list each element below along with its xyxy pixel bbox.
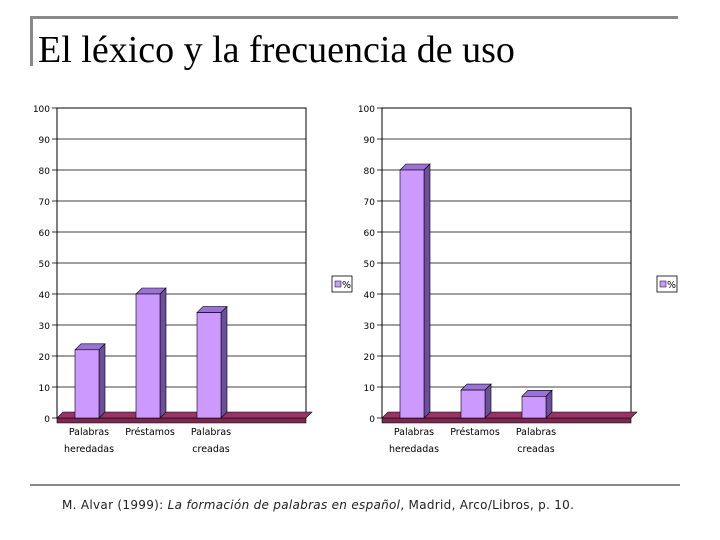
y-tick-label: 20	[39, 353, 51, 363]
y-tick-label: 0	[369, 415, 375, 425]
citation-prefix: M. Alvar (1999):	[62, 498, 168, 512]
bar	[460, 389, 486, 419]
y-tick-label: 30	[364, 322, 376, 332]
y-tick-label: 70	[364, 198, 376, 208]
y-tick-label: 70	[39, 198, 51, 208]
legend-swatch	[334, 280, 342, 288]
citation: M. Alvar (1999): La formación de palabra…	[62, 498, 574, 512]
bar	[135, 293, 161, 419]
bar-side-face	[484, 383, 492, 419]
category-label: creadas	[517, 444, 554, 455]
legend-swatch	[659, 280, 667, 288]
legend-box	[656, 275, 678, 293]
y-tick-label: 80	[39, 167, 51, 177]
footer-divider	[30, 484, 680, 486]
bar	[74, 349, 100, 419]
bar-side-face	[98, 343, 106, 419]
y-tick-label: 90	[39, 136, 51, 146]
y-tick-label: 10	[364, 384, 376, 394]
y-tick-label: 0	[44, 415, 50, 425]
y-tick-label: 60	[39, 229, 51, 239]
category-label: Palabras	[394, 427, 434, 438]
citation-book-title: La formación de palabras en español	[167, 498, 401, 512]
title-frame-left-line	[30, 16, 33, 66]
chart-floor-top	[56, 411, 313, 419]
y-tick-label: 90	[364, 136, 376, 146]
bar	[196, 312, 222, 419]
category-label: Palabras	[516, 427, 556, 438]
y-tick-label: 30	[39, 322, 51, 332]
category-label: Palabras	[191, 427, 231, 438]
category-label: Préstamos	[125, 427, 175, 438]
y-tick-label: 100	[358, 105, 375, 115]
bar	[399, 169, 425, 419]
y-tick-label: 80	[364, 167, 376, 177]
chart-floor-front	[381, 417, 632, 424]
category-label: creadas	[192, 444, 229, 455]
bar-chart-right: 0 10 20 30 40 50 60 70 80 90 100 Palabras heredadas P…	[358, 105, 678, 455]
bar-side-face	[220, 305, 228, 419]
legend-box	[331, 275, 353, 293]
category-label: Palabras	[69, 427, 109, 438]
slide-title: El léxico y la frecuencia de uso	[38, 29, 515, 71]
y-tick-label: 40	[39, 291, 51, 301]
y-tick-label: 50	[39, 260, 51, 270]
legend-label: %	[342, 280, 351, 291]
bar-side-face	[423, 163, 431, 419]
y-tick-label: 50	[364, 260, 376, 270]
category-label: Préstamos	[450, 427, 500, 438]
category-label: heredadas	[389, 444, 439, 455]
y-tick-label: 100	[33, 105, 50, 115]
y-tick-label: 20	[364, 353, 376, 363]
category-label: heredadas	[64, 444, 114, 455]
chart-floor-front	[56, 417, 307, 424]
bar-side-face	[159, 287, 167, 419]
y-tick-label: 10	[39, 384, 51, 394]
citation-suffix: , Madrid, Arco/Libros, p. 10.	[400, 498, 575, 512]
legend-label: %	[667, 280, 676, 291]
bar	[521, 395, 547, 419]
y-tick-label: 60	[364, 229, 376, 239]
title-frame-top-line	[30, 16, 678, 19]
bar-chart-left: 0 10 20 30 40 50 60 70 80 90 100 Palabras heredadas P…	[33, 105, 353, 455]
chart-floor-top	[381, 411, 638, 419]
y-tick-label: 40	[364, 291, 376, 301]
